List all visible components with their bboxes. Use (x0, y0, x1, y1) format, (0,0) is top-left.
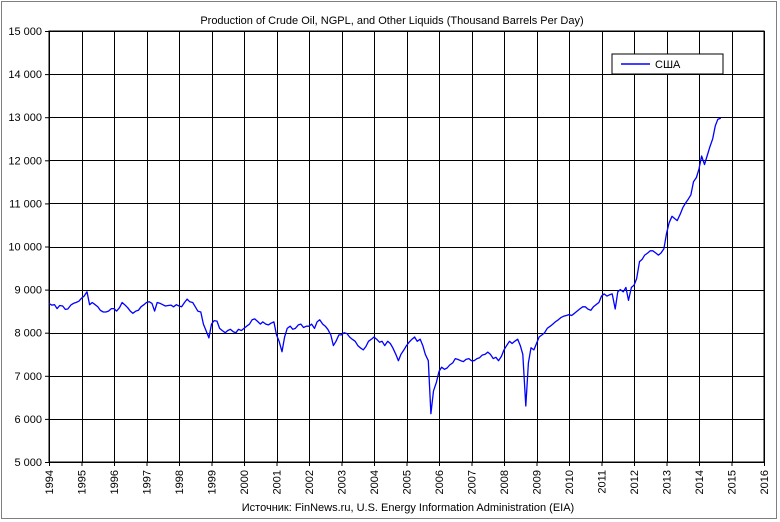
x-tick-label: 2012 (629, 470, 641, 494)
legend-box (611, 53, 724, 75)
x-tick-label: 2010 (564, 470, 576, 494)
grid-layer (49, 31, 765, 463)
x-axis: 1994 1995 1996 1997 1998 1999 2000 2001 2002 2003… (44, 462, 771, 494)
legend: США (611, 53, 724, 75)
chart-source: Источник: FinNews.ru, U.S. Energy Inform… (242, 502, 574, 514)
x-tick-label: 2004 (369, 470, 381, 494)
y-tick-label: 14 000 (8, 69, 42, 81)
y-tick-label: 11 000 (9, 198, 42, 210)
y-tick-label: 15 000 (8, 26, 42, 38)
legend-label: США (655, 59, 681, 71)
x-tick-label: 2002 (304, 470, 316, 494)
x-tick-label: 1996 (109, 470, 121, 494)
x-tick-label: 1997 (142, 470, 154, 494)
x-tick-label: 2016 (759, 470, 771, 494)
x-tick-label: 2003 (337, 470, 349, 494)
x-tick-label: 2013 (662, 470, 674, 494)
y-tick-label: 5 000 (14, 457, 42, 469)
series-line-usa (48, 117, 722, 415)
y-tick-label: 12 000 (8, 155, 42, 167)
x-tick-label: 2005 (402, 470, 414, 494)
x-tick-label: 2015 (727, 470, 739, 494)
x-tick-label: 2014 (694, 470, 706, 494)
y-tick-label: 8 000 (14, 328, 42, 340)
y-tick-label: 10 000 (8, 242, 42, 254)
y-tick-label: 7 000 (14, 371, 42, 383)
x-tick-label: 1995 (77, 470, 89, 494)
y-axis: 5 000 6 000 7 000 8 000 9 000 10 000 11 000 12 … (8, 26, 49, 469)
x-tick-label: 2009 (532, 470, 544, 494)
x-tick-label: 1999 (207, 470, 219, 494)
y-tick-label: 9 000 (14, 285, 42, 297)
x-tick-label: 2000 (239, 470, 251, 494)
x-tick-label: 1998 (174, 470, 186, 494)
x-tick-label: 2011 (597, 470, 609, 494)
x-tick-label: 2006 (434, 470, 446, 494)
x-tick-label: 2008 (499, 470, 511, 494)
x-tick-label: 2007 (467, 470, 479, 494)
chart-title: Production of Crude Oil, NGPL, and Other… (200, 15, 583, 27)
series-layer (48, 117, 722, 415)
x-tick-label: 2001 (272, 470, 284, 494)
y-tick-label: 6 000 (14, 414, 42, 426)
plot-area (48, 30, 765, 463)
x-tick-label: 1994 (44, 470, 56, 494)
y-tick-label: 13 000 (8, 112, 42, 124)
